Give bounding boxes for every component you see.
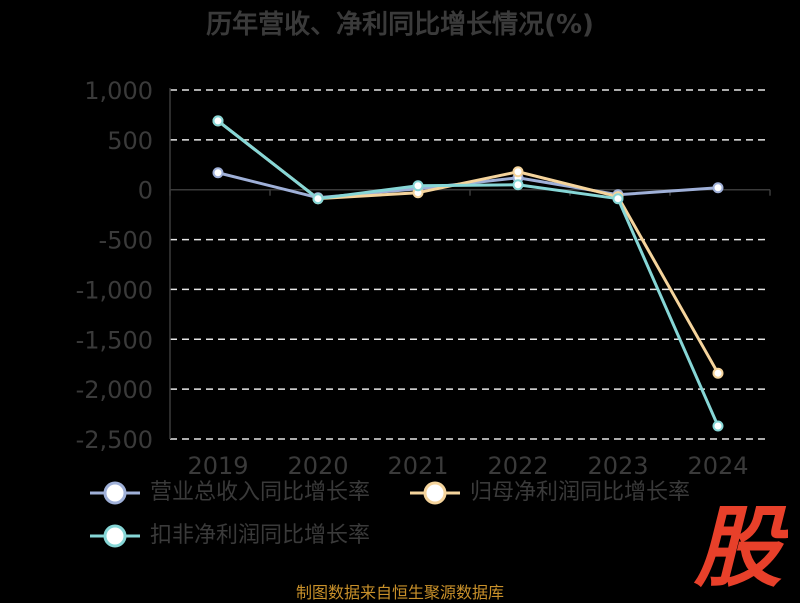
grid-lines bbox=[170, 89, 770, 440]
x-tick-label: 2019 bbox=[187, 452, 248, 480]
x-tick-label: 2022 bbox=[487, 452, 548, 480]
data-point-series-3 bbox=[712, 420, 724, 432]
data-source-note: 制图数据来自恒生聚源数据库 bbox=[295, 583, 504, 602]
legend-marker-net-profit bbox=[410, 481, 460, 505]
x-tick-label: 2020 bbox=[287, 452, 348, 480]
series-line-3 bbox=[217, 119, 720, 427]
axes bbox=[169, 88, 771, 439]
data-point-series-3 bbox=[612, 193, 624, 205]
x-tick-labels: 2019 2020 2021 2022 2023 2024 bbox=[187, 452, 748, 480]
data-point-series-3 bbox=[312, 193, 324, 205]
data-point-series-1 bbox=[712, 182, 724, 194]
data-point-series-1 bbox=[212, 167, 224, 179]
legend-marker-revenue bbox=[90, 481, 140, 505]
y-tick-label: -500 bbox=[99, 227, 153, 255]
y-tick-label: -1,000 bbox=[76, 276, 153, 304]
y-tick-label: -2,000 bbox=[76, 376, 153, 404]
x-tick-label: 2023 bbox=[587, 452, 648, 480]
data-point-series-3 bbox=[212, 115, 224, 127]
data-point-series-2 bbox=[512, 166, 524, 178]
stock-logo-watermark: 股 bbox=[693, 500, 788, 590]
x-tick-label: 2021 bbox=[387, 452, 448, 480]
y-tick-label: -1,500 bbox=[76, 326, 153, 354]
legend-marker-deducted-net-profit bbox=[90, 524, 140, 548]
data-point-series-3 bbox=[412, 180, 424, 192]
y-tick-labels: 1,000 500 0 -500 -1,000 -1,500 -2,000 -2,500 bbox=[76, 77, 153, 454]
data-point-series-3 bbox=[512, 179, 524, 191]
series-line-2 bbox=[217, 119, 720, 374]
chart-title: 历年营收、净利同比增长情况(%) bbox=[206, 10, 594, 40]
y-tick-label: 1,000 bbox=[84, 77, 153, 105]
y-tick-label: -2,500 bbox=[76, 426, 153, 454]
svg-text:股: 股 bbox=[693, 500, 788, 590]
series-lines bbox=[212, 115, 724, 432]
legend-label-deducted-net-profit: 扣非净利润同比增长率 bbox=[150, 523, 371, 548]
y-tick-label: 0 bbox=[138, 177, 153, 205]
data-point-series-2 bbox=[712, 367, 724, 379]
legend-label-revenue: 营业总收入同比增长率 bbox=[150, 480, 371, 505]
x-tick-label: 2024 bbox=[687, 452, 748, 480]
y-tick-label: 500 bbox=[107, 127, 153, 155]
legend-label-net-profit: 归母净利润同比增长率 bbox=[470, 480, 691, 505]
